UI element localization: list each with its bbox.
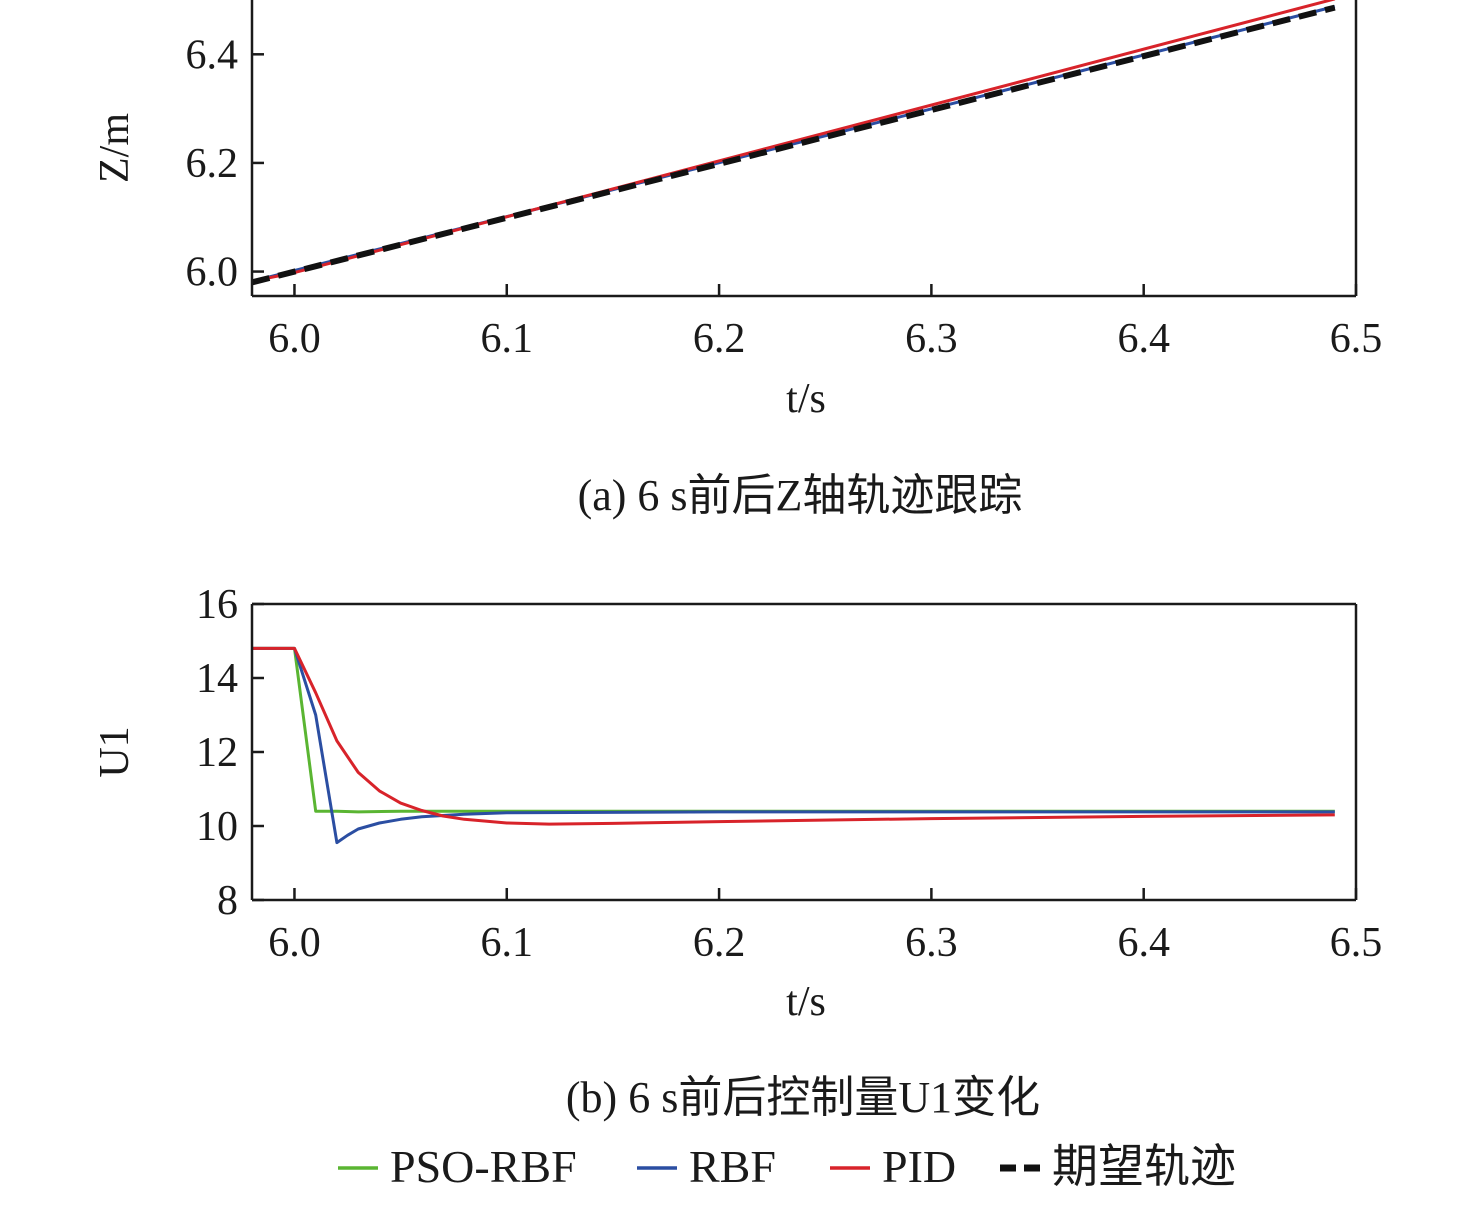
axes-frame	[250, 0, 1358, 298]
legend-label: PSO-RBF	[390, 1141, 577, 1192]
panel-b-caption: (b) 6 s前后控制量U1变化	[566, 1073, 1040, 1122]
y-tick-label: 6.2	[186, 141, 239, 187]
x-tick-label: 6.5	[1330, 316, 1383, 362]
legend-label: 期望轨迹	[1052, 1141, 1236, 1192]
panel-a-caption: (a) 6 s前后Z轴轨迹跟踪	[578, 471, 1023, 520]
axes-frame	[250, 602, 1358, 902]
x-tick-label: 6.2	[693, 316, 746, 362]
x-tick-label: 6.3	[905, 316, 958, 362]
series-line-reference	[252, 4, 1336, 286]
y-tick-label: 8	[217, 878, 238, 924]
x-tick-label: 6.0	[268, 316, 321, 362]
x-tick-label: 6.3	[905, 920, 958, 966]
x-tick-label: 6.2	[693, 920, 746, 966]
panel-b-control-u1: 6.0 6.1 6.2 6.3 6.4 6.5 8 10 12 14 16 t/s U1	[92, 582, 1382, 1025]
y-axis-label: Z/m	[92, 113, 138, 183]
y-tick-label: 6.0	[186, 250, 239, 296]
x-tick-label: 6.4	[1117, 316, 1170, 362]
series-line-psorbf	[252, 646, 1335, 814]
x-tick-label: 6.1	[481, 920, 534, 966]
y-tick-label: 12	[196, 730, 238, 776]
legend-label: RBF	[689, 1141, 776, 1192]
y-tick-label: 16	[196, 582, 238, 628]
y-axis-label: U1	[92, 726, 138, 777]
x-tick-label: 6.1	[481, 316, 534, 362]
series-line-rbf	[252, 646, 1335, 845]
x-axis-label: t/s	[786, 376, 826, 422]
legend: PSO-RBF RBF PID 期望轨迹	[338, 1141, 1236, 1192]
y-tick-label: 14	[196, 656, 238, 702]
y-tick-label: 10	[196, 804, 238, 850]
x-tick-label: 6.0	[268, 920, 321, 966]
y-tick-label: 6.4	[186, 32, 239, 78]
x-tick-label: 6.4	[1117, 920, 1170, 966]
legend-label: PID	[882, 1141, 956, 1192]
panel-a-z-trajectory: 6.0 6.1 6.2 6.3 6.4 6.5 6.0 6.2 6.4 t/s Z/m	[92, 0, 1382, 422]
x-axis-label: t/s	[786, 979, 826, 1025]
series-line-pid	[252, 646, 1335, 826]
x-tick-label: 6.5	[1330, 920, 1383, 966]
